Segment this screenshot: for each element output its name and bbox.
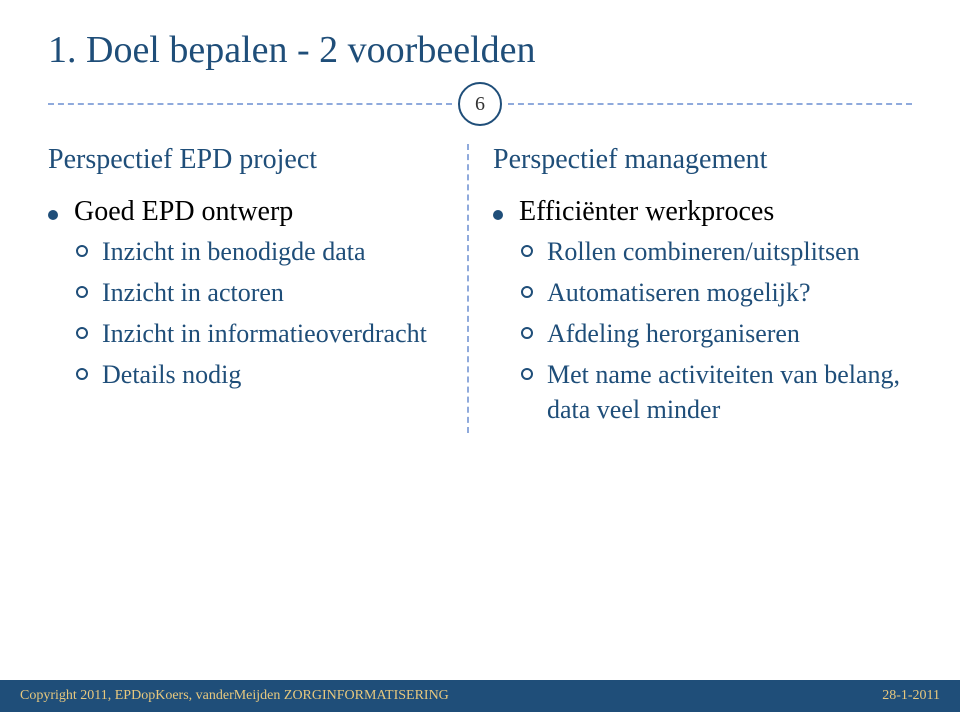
left-heading: Perspectief EPD project	[48, 144, 467, 176]
ring-icon	[76, 245, 88, 257]
slide-number-badge: 6	[458, 82, 502, 126]
sub-text: Automatiseren mogelijk?	[547, 275, 811, 310]
sub-text: Met name activiteiten van belang, data v…	[547, 357, 912, 427]
right-bullet: Efficiënter werkproces	[493, 196, 912, 228]
left-column: Perspectief EPD project Goed EPD ontwerp…	[48, 144, 467, 433]
right-bullet-list: Efficiënter werkproces	[493, 196, 912, 228]
footer-date: 28-1-2011	[882, 688, 940, 704]
right-column: Perspectief management Efficiënter werkp…	[467, 144, 912, 433]
bullet-dot-icon	[48, 210, 58, 220]
slide: 1. Doel bepalen - 2 voorbeelden 6 Perspe…	[0, 0, 960, 712]
list-item: Inzicht in benodigde data	[76, 234, 467, 269]
dashed-line-right	[508, 103, 912, 105]
ring-icon	[76, 286, 88, 298]
list-item: Automatiseren mogelijk?	[521, 275, 912, 310]
ring-icon	[521, 327, 533, 339]
left-bullet-text: Goed EPD ontwerp	[74, 196, 293, 228]
list-item: Inzicht in actoren	[76, 275, 467, 310]
slide-title: 1. Doel bepalen - 2 voorbeelden	[48, 28, 912, 72]
sub-text: Afdeling herorganiseren	[547, 316, 800, 351]
sub-text: Rollen combineren/uitsplitsen	[547, 234, 860, 269]
left-sub-list: Inzicht in benodigde data Inzicht in act…	[76, 234, 467, 392]
ring-icon	[76, 368, 88, 380]
list-item: Rollen combineren/uitsplitsen	[521, 234, 912, 269]
bullet-dot-icon	[493, 210, 503, 220]
ring-icon	[521, 286, 533, 298]
dashed-line-left	[48, 103, 452, 105]
list-item: Inzicht in informatieoverdracht	[76, 316, 467, 351]
right-heading: Perspectief management	[493, 144, 912, 176]
list-item: Afdeling herorganiseren	[521, 316, 912, 351]
right-bullet-text: Efficiënter werkproces	[519, 196, 774, 228]
left-bullet-list: Goed EPD ontwerp	[48, 196, 467, 228]
left-bullet: Goed EPD ontwerp	[48, 196, 467, 228]
slide-number: 6	[475, 93, 485, 116]
list-item: Met name activiteiten van belang, data v…	[521, 357, 912, 427]
ring-icon	[521, 245, 533, 257]
sub-text: Inzicht in actoren	[102, 275, 284, 310]
ring-icon	[521, 368, 533, 380]
list-item: Details nodig	[76, 357, 467, 392]
sub-text: Inzicht in benodigde data	[102, 234, 366, 269]
columns: Perspectief EPD project Goed EPD ontwerp…	[48, 144, 912, 433]
right-sub-list: Rollen combineren/uitsplitsen Automatise…	[521, 234, 912, 427]
divider-row: 6	[48, 82, 912, 126]
ring-icon	[76, 327, 88, 339]
footer-bar: Copyright 2011, EPDopKoers, vanderMeijde…	[0, 680, 960, 712]
sub-text: Inzicht in informatieoverdracht	[102, 316, 427, 351]
sub-text: Details nodig	[102, 357, 241, 392]
footer-copyright: Copyright 2011, EPDopKoers, vanderMeijde…	[20, 688, 449, 704]
